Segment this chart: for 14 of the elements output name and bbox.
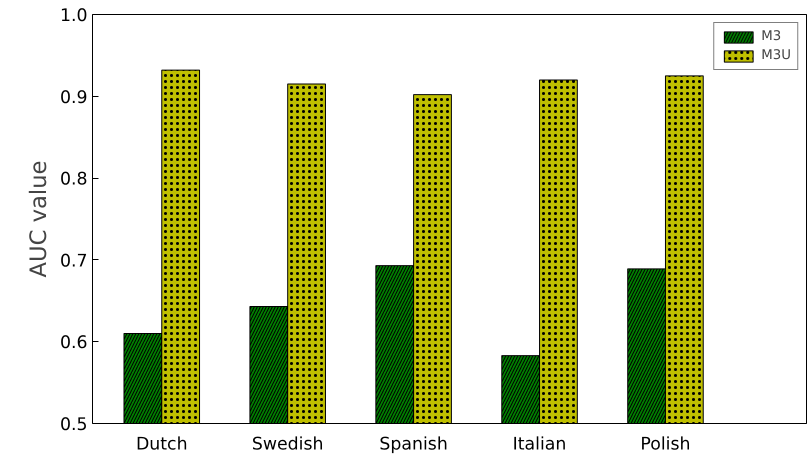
legend-label: M3	[761, 29, 782, 44]
x-tick-label: Dutch	[136, 434, 188, 454]
x-tick-label: Swedish	[252, 434, 324, 454]
y-tick-label: 0.8	[60, 170, 88, 190]
x-tick-label: Italian	[512, 434, 566, 454]
y-tick-label: 0.7	[60, 251, 88, 272]
y-tick-label: 0.5	[60, 415, 88, 435]
y-axis-title: AUC value	[26, 160, 52, 278]
y-tick-label: 0.9	[60, 88, 88, 108]
x-tick-label: Polish	[640, 434, 691, 454]
legend-label: M3U	[761, 48, 791, 63]
y-tick-label: 1.0	[60, 6, 88, 26]
y-tick-label: 0.6	[60, 333, 88, 354]
x-tick-label: Spanish	[379, 434, 448, 454]
